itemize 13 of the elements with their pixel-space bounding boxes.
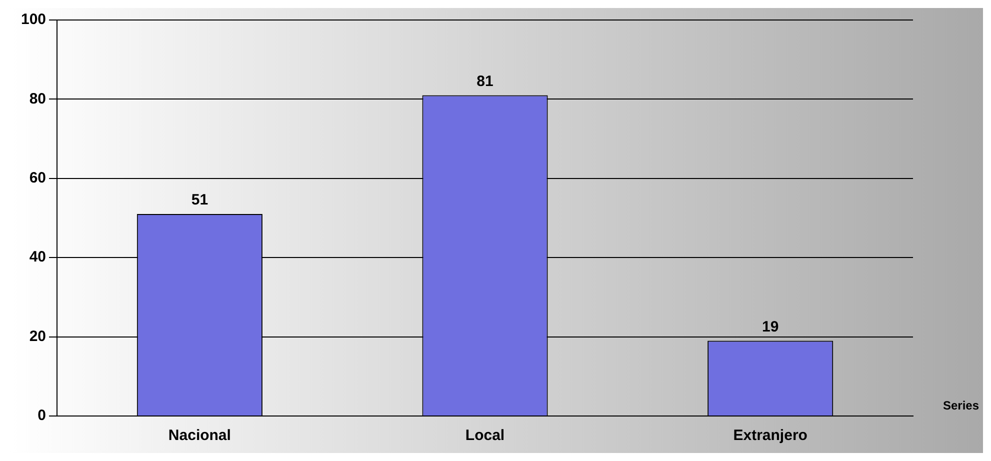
y-tick-label: 20 xyxy=(29,328,46,345)
y-tick-label: 40 xyxy=(29,248,46,266)
data-label: 51 xyxy=(191,192,208,209)
y-tick-label: 60 xyxy=(29,170,46,187)
y-tick-label: 100 xyxy=(20,11,46,28)
y-tick-label: 0 xyxy=(38,407,46,424)
data-label: 19 xyxy=(762,318,779,336)
x-tick-label: Nacional xyxy=(168,427,231,444)
y-tick-label: 80 xyxy=(29,90,46,108)
x-tick-label: Extranjero xyxy=(733,427,808,444)
data-label: 81 xyxy=(476,72,494,90)
text: Series xyxy=(942,398,980,412)
x-tick-label: Local xyxy=(465,427,505,444)
